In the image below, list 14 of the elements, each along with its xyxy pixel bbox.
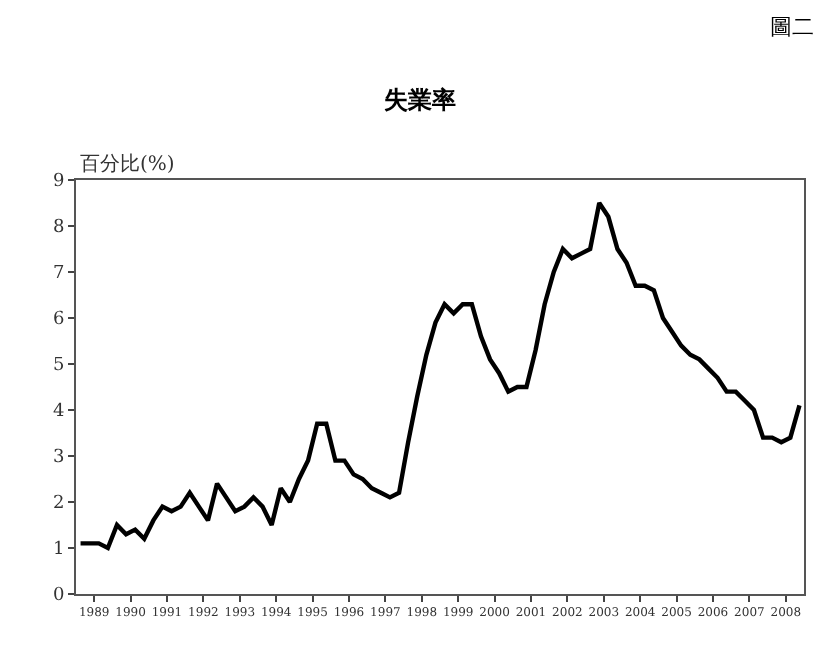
y-tick-label: 5 bbox=[52, 356, 65, 377]
y-tick-label: 1 bbox=[52, 540, 65, 561]
y-tick-label: 3 bbox=[52, 448, 65, 469]
text: 圖二 bbox=[770, 14, 814, 40]
y-tick-label: 0 bbox=[52, 586, 65, 607]
y-tick-label: 7 bbox=[52, 264, 65, 285]
y-tick-label: 6 bbox=[52, 310, 65, 331]
line-series bbox=[78, 200, 802, 551]
y-tick-label: 4 bbox=[52, 402, 65, 423]
y-tick-label: 8 bbox=[52, 218, 65, 239]
y-tick-label: 9 bbox=[52, 172, 65, 193]
y-tick-label: 2 bbox=[52, 494, 65, 515]
y-axis-title: 百分比(%) bbox=[80, 152, 175, 176]
chart-title: 失業率 bbox=[384, 85, 456, 114]
